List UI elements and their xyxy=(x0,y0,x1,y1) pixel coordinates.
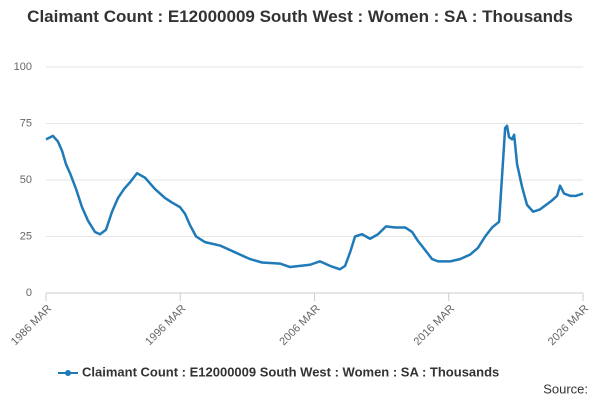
y-tick-label: 50 xyxy=(20,174,32,186)
data-line xyxy=(45,124,584,271)
y-tick-label: 100 xyxy=(14,61,32,73)
y-tick-label: 0 xyxy=(26,287,32,299)
x-tick-label: 1996 MAR xyxy=(143,303,188,348)
legend-label: Claimant Count : E12000009 South West : … xyxy=(82,364,499,379)
source: Source: xyxy=(543,381,588,396)
y-tick-label: 25 xyxy=(20,230,32,242)
x-tick-label: 1986 MAR xyxy=(9,303,54,348)
chart-title: Claimant Count : E12000009 South West : … xyxy=(27,7,573,26)
x-tick-label: 2006 MAR xyxy=(277,303,322,348)
y-tick-label: 75 xyxy=(20,117,32,129)
x-tick-label: 2016 MAR xyxy=(412,303,457,348)
legend-marker xyxy=(65,370,71,376)
x-tick-label: 2026 MAR xyxy=(546,303,591,348)
